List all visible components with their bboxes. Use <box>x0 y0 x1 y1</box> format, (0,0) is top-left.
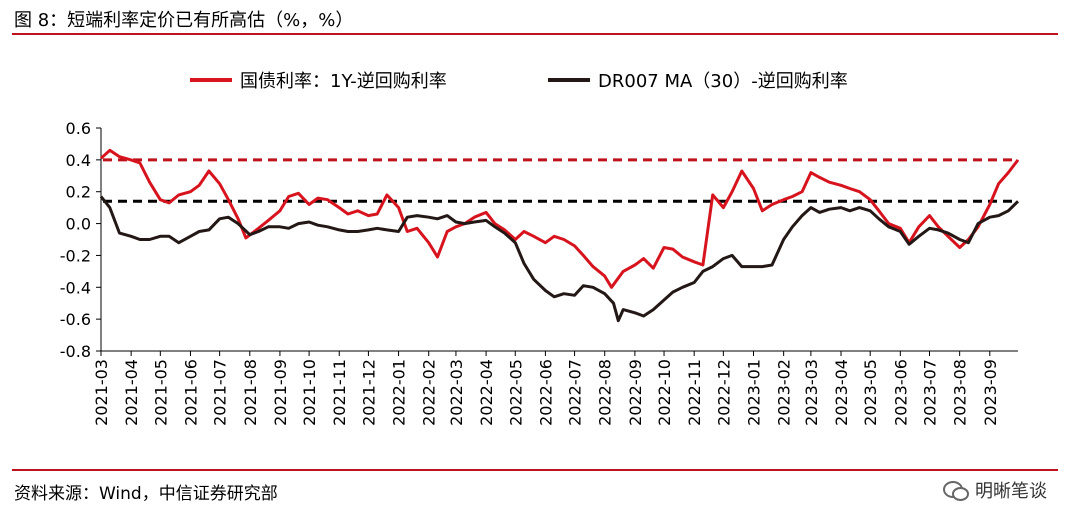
x-tick-label: 2023-01 <box>744 359 763 426</box>
source-note: 资料来源：Wind，中信证券研究部 <box>14 484 278 504</box>
y-tick-label: -0.2 <box>60 246 91 265</box>
reference-lines <box>103 158 1018 203</box>
x-tick-label: 2021-04 <box>122 359 141 426</box>
x-tick-label: 2023-06 <box>891 359 910 426</box>
y-tick-label: -0.6 <box>60 310 91 329</box>
x-tick-label: 2022-02 <box>420 359 439 426</box>
x-tick-label: 2021-09 <box>271 359 290 426</box>
brand-watermark: 明晰笔谈 <box>943 477 1047 503</box>
x-tick-label: 2021-06 <box>181 359 200 426</box>
x-tick-label: 2021-05 <box>151 359 170 426</box>
x-tick-label: 2021-11 <box>330 359 349 426</box>
chart-title: 图 8：短端利率定价已有所高估（%，%） <box>14 10 354 31</box>
x-tick-label: 2022-10 <box>655 359 674 426</box>
series-lines <box>99 148 1020 323</box>
x-tick-label: 2022-12 <box>714 359 733 426</box>
x-tick-label: 2023-08 <box>951 359 970 426</box>
x-tick-label: 2023-04 <box>832 359 851 426</box>
series-line-2 <box>99 195 1020 323</box>
y-tick-label: 0.6 <box>66 119 91 138</box>
x-tick-label: 2022-11 <box>685 359 704 426</box>
x-tick-label: 2023-02 <box>775 359 794 426</box>
x-tick-label: 2022-08 <box>596 359 615 426</box>
y-tick-label: 0.2 <box>66 183 91 202</box>
top-divider <box>12 33 1058 35</box>
x-tick-label: 2022-04 <box>477 359 496 426</box>
legend: 国债利率：1Y-逆回购利率 DR007 MA（30）-逆回购利率 <box>190 71 848 92</box>
y-tick-label: -0.8 <box>60 342 91 361</box>
x-tick-label: 2021-08 <box>241 359 260 426</box>
x-tick-label: 2023-07 <box>921 359 940 426</box>
x-tick-label: 2021-12 <box>359 359 378 426</box>
x-tick-label: 2022-01 <box>390 359 409 426</box>
x-tick-label: 2023-05 <box>861 359 880 426</box>
x-tick-label: 2021-10 <box>300 359 319 426</box>
x-tick-label: 2023-03 <box>802 359 821 426</box>
x-tick-label: 2022-09 <box>626 359 645 426</box>
x-tick-label: 2022-07 <box>566 359 585 426</box>
y-tick-label: 0.4 <box>66 151 91 170</box>
y-tick-label: 0.0 <box>66 215 91 234</box>
x-tick-label: 2022-03 <box>447 359 466 426</box>
legend-label-2: DR007 MA（30）-逆回购利率 <box>598 71 848 92</box>
bottom-divider <box>12 469 1058 471</box>
y-tick-label: -0.4 <box>60 278 91 297</box>
x-tick-label: 2021-03 <box>92 359 111 426</box>
x-tick-label: 2021-07 <box>211 359 230 426</box>
brand-name: 明晰笔谈 <box>975 481 1047 502</box>
x-tick-label: 2023-09 <box>981 359 1000 426</box>
x-tick-label: 2022-05 <box>506 359 525 426</box>
legend-label-1: 国债利率：1Y-逆回购利率 <box>240 71 447 92</box>
wechat-icon <box>943 479 969 501</box>
x-tick-label: 2022-06 <box>536 359 555 426</box>
